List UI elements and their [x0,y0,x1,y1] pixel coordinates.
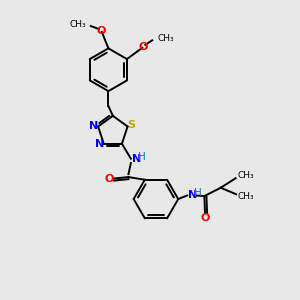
Text: N: N [188,190,198,200]
Text: H: H [138,152,146,162]
Text: N: N [132,154,141,164]
Text: N: N [95,140,104,149]
Text: CH₃: CH₃ [237,171,254,180]
Text: CH₃: CH₃ [238,192,254,201]
Text: S: S [128,120,136,130]
Text: CH₃: CH₃ [157,34,174,43]
Text: O: O [139,42,148,52]
Text: O: O [105,174,114,184]
Text: CH₃: CH₃ [69,20,86,29]
Text: H: H [194,188,202,198]
Text: N: N [89,121,98,131]
Text: O: O [200,213,210,224]
Text: O: O [96,26,106,35]
